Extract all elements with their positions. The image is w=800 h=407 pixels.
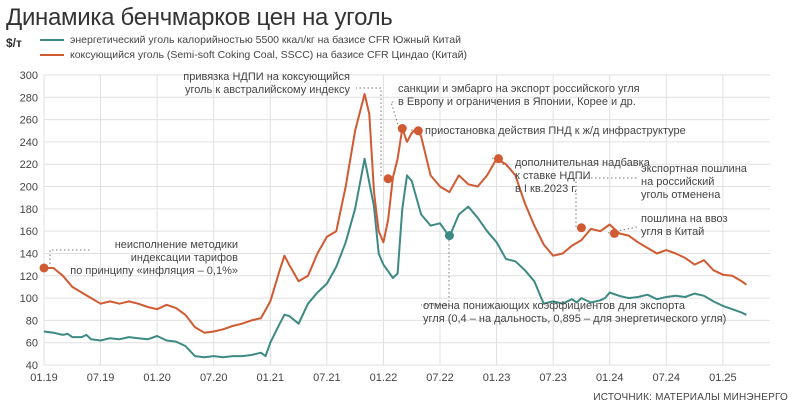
legend-swatch-energy <box>40 38 64 41</box>
y-tick-label: 160 <box>20 226 38 238</box>
annotation-5: дополнительная надбавка к ставке НДПИ в I … <box>515 157 651 195</box>
event-marker-6 <box>576 223 586 233</box>
annotation-1: неисполнение методики индексации тарифов п… <box>70 239 238 277</box>
y-axis: 40 60 80 100 120 140 160 180 200 220 240 260 280 300 <box>20 70 38 372</box>
annotation-3: санкции и эмбарго на экспорт российского… <box>398 83 640 108</box>
x-tick-label: 07.19 <box>87 372 115 384</box>
legend-item-coking: коксующийся уголь (Semi-soft Coking Coal… <box>40 47 467 62</box>
x-tick-label: 07.21 <box>313 372 341 384</box>
y-tick-label: 260 <box>20 115 38 127</box>
annotation-2: привязка НДПИ на коксующийся уголь к авст… <box>183 71 350 96</box>
event-marker-1 <box>39 263 49 273</box>
y-tick-label: 140 <box>20 248 38 260</box>
annotation-6: экспортная пошлина на российский уголь отм… <box>641 163 748 201</box>
y-tick-label: 240 <box>20 137 38 149</box>
leader-line-6 <box>575 177 637 227</box>
leader-line-1 <box>49 249 92 264</box>
y-tick-label: 200 <box>20 182 38 194</box>
source-note: ИСТОЧНИК: МАТЕРИАЛЫ МИНЭНЕРГО <box>593 392 788 403</box>
annotation-8: отмена понижающих коэффициентов для эксп… <box>423 300 726 325</box>
series-lines <box>43 93 747 359</box>
x-tick-label: 07.20 <box>200 372 228 384</box>
x-tick-label: 07.24 <box>653 372 681 384</box>
y-tick-label: 40 <box>26 360 38 372</box>
annotation-4: приостановка действия ПНД к ж/д инфрастр… <box>425 125 686 137</box>
x-tick-label: 07.23 <box>539 372 567 384</box>
leader-line-2 <box>356 87 382 176</box>
y-tick-label: 220 <box>20 159 38 171</box>
event-marker-2 <box>383 174 393 184</box>
y-tick-label: 180 <box>20 204 38 216</box>
event-marker-8 <box>444 231 454 241</box>
annotations: неисполнение методики индексации тарифов п… <box>70 71 748 325</box>
y-tick-label: 80 <box>26 315 38 327</box>
x-tick-label: 01.24 <box>596 372 624 384</box>
x-tick-label: 07.22 <box>426 372 454 384</box>
annotation-7: пошлина на ввоз угля в Китай <box>641 213 728 238</box>
legend-swatch-coking <box>40 53 64 56</box>
chart-title: Динамика бенчмарков цен на уголь <box>6 4 393 31</box>
x-tick-label: 01.20 <box>143 372 171 384</box>
event-marker-5 <box>493 154 503 164</box>
legend-label-energy: энергетический уголь калорийностью 5500 … <box>70 33 461 46</box>
x-tick-label: 01.22 <box>370 372 398 384</box>
event-markers <box>39 124 619 273</box>
event-marker-7 <box>609 228 619 238</box>
y-tick-label: 100 <box>20 293 38 305</box>
y-axis-unit: $/т <box>6 36 22 50</box>
event-marker-4 <box>413 126 423 136</box>
x-tick-label: 01.21 <box>257 372 285 384</box>
x-tick-label: 01.19 <box>30 372 58 384</box>
y-tick-label: 120 <box>20 271 38 283</box>
x-tick-label: 01.25 <box>709 372 737 384</box>
y-tick-label: 280 <box>20 92 38 104</box>
event-marker-3 <box>397 124 407 134</box>
y-tick-label: 60 <box>26 338 38 350</box>
series-line-energy <box>43 157 747 359</box>
y-tick-label: 300 <box>20 70 38 82</box>
legend-item-energy: энергетический уголь калорийностью 5500 … <box>40 32 467 47</box>
x-tick-label: 01.23 <box>483 372 511 384</box>
grid <box>43 74 770 366</box>
series-line-coking <box>44 93 747 334</box>
leader-line-8 <box>421 236 450 306</box>
legend: энергетический уголь калорийностью 5500 … <box>40 32 467 62</box>
leader-line-3 <box>390 101 400 129</box>
x-axis: 01.19 07.19 01.20 07.20 01.21 07.21 01.22 07.22… <box>30 372 736 384</box>
legend-label-coking: коксующийся уголь (Semi-soft Coking Coal… <box>70 48 467 61</box>
